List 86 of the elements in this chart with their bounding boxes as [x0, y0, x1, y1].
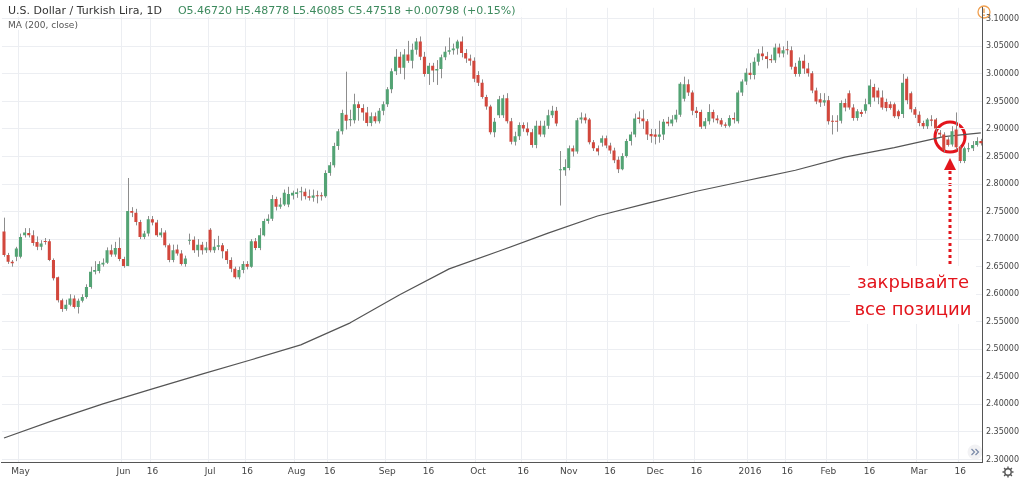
- candlestick: [868, 78, 872, 108]
- candlestick: [422, 51, 426, 78]
- candlestick: [402, 48, 406, 80]
- text: MA (200, close): [8, 20, 78, 30]
- x-tick-label: Nov: [559, 465, 579, 476]
- x-tick-label: Jun: [115, 465, 131, 476]
- candlestick: [501, 94, 505, 119]
- candlestick: [929, 114, 933, 127]
- candlestick: [398, 51, 402, 75]
- x-tick-label: 16: [690, 465, 703, 476]
- x-tick-label: 16: [517, 465, 530, 476]
- y-tick-label: 3.05000: [985, 41, 1020, 51]
- candlestick: [546, 109, 550, 130]
- candlestick: [187, 233, 192, 246]
- y-tick-label: 2.90000: [985, 124, 1020, 134]
- candlestick: [2, 217, 6, 258]
- x-tick-label: 16: [146, 465, 159, 476]
- candlestick: [323, 169, 328, 199]
- y-tick-label: 2.30000: [985, 454, 1020, 464]
- x-tick-label: May: [11, 465, 31, 476]
- candlestick: [352, 93, 356, 124]
- x-tick-label: 16: [604, 465, 616, 476]
- y-tick-label: 2.40000: [985, 399, 1020, 409]
- x-tick-label: 16: [863, 465, 876, 476]
- x-tick-label: 16: [422, 465, 435, 476]
- y-tick-label: 2.55000: [985, 316, 1020, 326]
- y-tick-label: 2.95000: [985, 96, 1020, 106]
- candlestick: [406, 40, 410, 64]
- candlestick: [365, 106, 369, 127]
- x-tick-label: 16: [323, 465, 336, 476]
- y-tick-label: 2.80000: [985, 179, 1020, 189]
- x-tick-label: Aug: [287, 465, 306, 476]
- candlestick: [431, 62, 435, 83]
- candlestick: [624, 138, 628, 159]
- candlestick: [18, 233, 23, 259]
- x-tick-label: 16: [241, 465, 254, 476]
- y-tick-label: 2.75000: [985, 206, 1020, 216]
- candlestick: [661, 118, 666, 141]
- x-tick-label: 16: [781, 465, 794, 476]
- candlestick: [389, 67, 393, 94]
- candlestick: [826, 95, 830, 126]
- candlestick: [587, 117, 591, 145]
- y-tick-label: 2.70000: [985, 234, 1020, 244]
- candlestick: [410, 43, 414, 69]
- candlestick: [530, 128, 534, 149]
- x-tick-label: 2016: [738, 465, 762, 476]
- y-tick-label: 3.10000: [985, 13, 1020, 23]
- candlestick: [435, 59, 439, 86]
- candlestick: [89, 266, 93, 290]
- x-tick-label: Jul: [203, 465, 216, 476]
- chart-title: U.S. Dollar / Turkish Lira, 1D: [8, 4, 162, 17]
- y-tick-label: 2.45000: [985, 371, 1020, 381]
- x-tick-label: Mar: [910, 465, 928, 476]
- x-tick-label: Dec: [646, 465, 664, 476]
- candlestick: [427, 62, 431, 86]
- candlestick: [789, 45, 793, 70]
- candlestick: [480, 78, 484, 100]
- candlestick: [954, 111, 958, 151]
- annotation: закрывайте все позиции: [850, 266, 976, 324]
- candlestick: [558, 150, 562, 207]
- candlestick: [385, 86, 389, 108]
- candlestick: [707, 103, 711, 126]
- x-tick-label: 16: [954, 465, 967, 476]
- candlestick: [690, 89, 694, 116]
- x-tick-label: Feb: [820, 465, 837, 476]
- candlestick: [356, 100, 360, 122]
- y-tick-label: 3.00000: [985, 68, 1020, 78]
- candlestick: [270, 194, 274, 222]
- y-tick-label: 2.85000: [985, 151, 1020, 161]
- x-tick-label: Sep: [378, 465, 397, 476]
- candlestick: [394, 48, 398, 76]
- x-tick-label: Oct: [470, 465, 487, 476]
- candlestick: [682, 76, 686, 102]
- chart-subtitle: O5.46720 H5.48778 L5.46085 C5.47518 +0.00798 (+0.15%): [177, 4, 516, 17]
- y-tick-label: 2.65000: [985, 261, 1020, 271]
- candlestick: [492, 117, 497, 138]
- candlestick: [830, 114, 834, 135]
- candlestick: [497, 95, 501, 119]
- y-tick-label: 2.60000: [985, 289, 1020, 299]
- candlestick: [344, 71, 348, 131]
- y-tick-label: 2.35000: [985, 426, 1020, 436]
- candlestick: [699, 109, 703, 130]
- y-tick-label: 2.50000: [985, 344, 1020, 354]
- candlestick: [534, 120, 538, 149]
- candlestick: [835, 114, 839, 133]
- candlestick: [146, 215, 150, 237]
